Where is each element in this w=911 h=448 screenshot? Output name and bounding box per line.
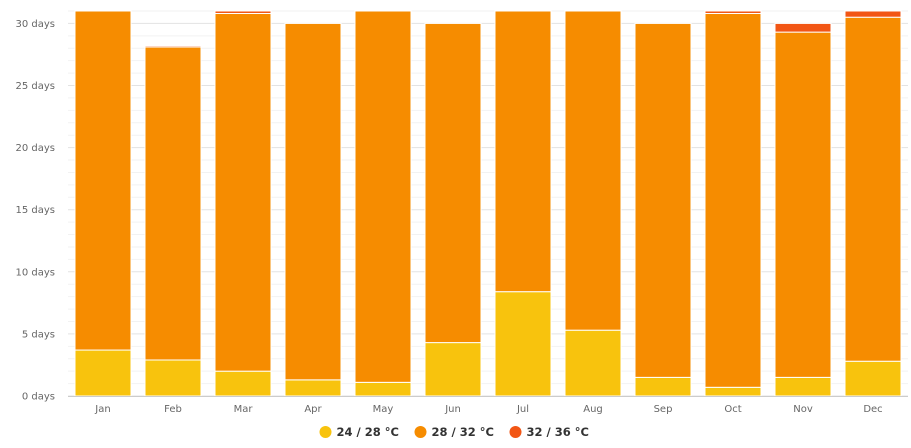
bar-segment-mar-series-1[interactable] [214, 370, 272, 397]
x-tick-label: Dec [863, 404, 882, 415]
legend-item-series-2[interactable]: 28 / 32 °C [414, 425, 494, 439]
bar-segment-jun-series-1[interactable] [424, 342, 482, 397]
x-tick-label: Jan [94, 404, 110, 415]
bar-segment-dec-series-1[interactable] [844, 360, 902, 397]
legend-marker [414, 426, 427, 438]
y-tick-label: 5 days [22, 329, 55, 340]
bar-segment-jul-series-1[interactable] [494, 291, 552, 397]
x-axis: Jan Feb Mar Apr May Jun Jul Aug Sep Oct Nov Dec [68, 396, 908, 415]
bar-segment-apr-series-2[interactable] [284, 22, 342, 381]
legend-item-series-1[interactable]: 24 / 28 °C [319, 425, 399, 439]
bar-segment-may-series-1[interactable] [354, 381, 412, 397]
bar-segment-jan-series-1[interactable] [74, 349, 132, 397]
bar-segment-nov-series-1[interactable] [774, 376, 832, 397]
x-tick-label: Jun [444, 404, 461, 415]
legend: 24 / 28 °C 28 / 32 °C 32 / 36 °C [319, 425, 589, 439]
bar-segment-apr-series-1[interactable] [284, 379, 342, 397]
x-tick-label: Oct [724, 404, 741, 415]
x-tick-label: Mar [234, 404, 254, 415]
legend-marker [319, 426, 332, 438]
y-axis: 0 days 5 days 10 days 15 days 20 days 25 days… [15, 19, 55, 403]
bar-segment-oct-series-2[interactable] [704, 12, 762, 388]
bars-layer [74, 10, 902, 397]
x-tick-label: Apr [304, 404, 322, 415]
x-tick-label: Jul [516, 404, 529, 415]
y-tick-label: 20 days [15, 143, 55, 154]
bar-segment-feb-series-1[interactable] [144, 359, 202, 397]
bar-segment-sep-series-1[interactable] [634, 376, 692, 397]
x-tick-label: Sep [654, 404, 673, 415]
legend-label: 24 / 28 °C [337, 425, 399, 439]
y-tick-label: 0 days [22, 392, 55, 403]
legend-label: 28 / 32 °C [432, 425, 494, 439]
y-tick-label: 10 days [15, 267, 55, 278]
bar-segment-nov-series-3[interactable] [774, 22, 832, 33]
grid-layer [68, 10, 908, 397]
bar-segment-nov-series-2[interactable] [774, 31, 832, 378]
bar-segment-jan-series-2[interactable] [74, 10, 132, 351]
x-tick-label: May [373, 404, 394, 415]
bar-segment-jun-series-2[interactable] [424, 22, 482, 344]
y-tick-label: 25 days [15, 81, 55, 92]
bar-segment-feb-series-3[interactable] [144, 45, 202, 48]
bar-segment-aug-series-1[interactable] [564, 329, 622, 397]
legend-item-series-3[interactable]: 32 / 36 °C [509, 425, 589, 439]
bar-segment-mar-series-2[interactable] [214, 12, 272, 372]
bar-segment-mar-series-3[interactable] [214, 10, 272, 14]
bar-segment-dec-series-3[interactable] [844, 10, 902, 18]
bar-segment-aug-series-2[interactable] [564, 10, 622, 331]
x-tick-label: Feb [164, 404, 182, 415]
y-tick-label: 15 days [15, 205, 55, 216]
bar-segment-may-series-2[interactable] [354, 10, 412, 383]
legend-marker [509, 426, 522, 438]
legend-label: 32 / 36 °C [527, 425, 589, 439]
bar-segment-oct-series-1[interactable] [704, 386, 762, 397]
x-tick-label: Aug [583, 404, 603, 415]
bar-segment-sep-series-2[interactable] [634, 22, 692, 378]
bar-segment-oct-series-3[interactable] [704, 10, 762, 14]
y-tick-label: 30 days [15, 19, 55, 30]
bar-segment-feb-series-2[interactable] [144, 46, 202, 361]
x-tick-label: Nov [793, 404, 813, 415]
bar-segment-dec-series-2[interactable] [844, 16, 902, 362]
bar-segment-jul-series-2[interactable] [494, 10, 552, 293]
